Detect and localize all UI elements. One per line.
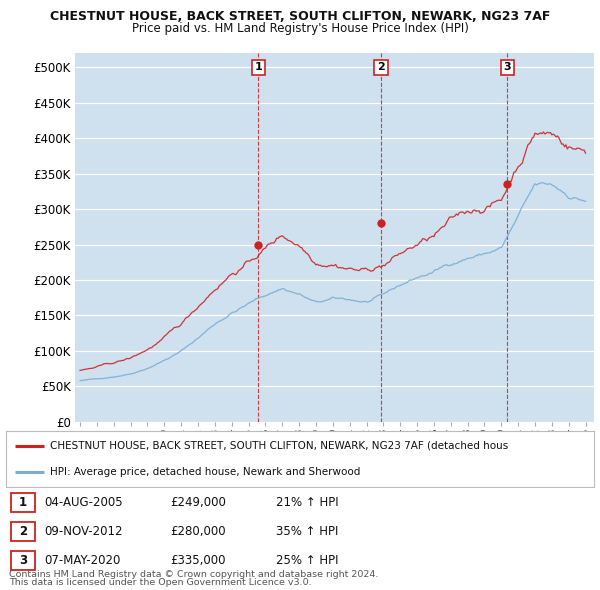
Text: 04-AUG-2005: 04-AUG-2005 [44,496,123,509]
FancyBboxPatch shape [11,522,35,541]
Text: 3: 3 [503,63,511,73]
Text: 25% ↑ HPI: 25% ↑ HPI [277,554,339,567]
Text: 35% ↑ HPI: 35% ↑ HPI [277,525,339,538]
Text: CHESTNUT HOUSE, BACK STREET, SOUTH CLIFTON, NEWARK, NG23 7AF (detached hous: CHESTNUT HOUSE, BACK STREET, SOUTH CLIFT… [50,441,508,451]
Text: Price paid vs. HM Land Registry's House Price Index (HPI): Price paid vs. HM Land Registry's House … [131,22,469,35]
Text: Contains HM Land Registry data © Crown copyright and database right 2024.: Contains HM Land Registry data © Crown c… [9,571,379,579]
Text: HPI: Average price, detached house, Newark and Sherwood: HPI: Average price, detached house, Newa… [50,467,361,477]
Text: This data is licensed under the Open Government Licence v3.0.: This data is licensed under the Open Gov… [9,578,311,587]
Text: £280,000: £280,000 [170,525,226,538]
Text: 3: 3 [19,554,27,567]
Text: 21% ↑ HPI: 21% ↑ HPI [277,496,339,509]
Text: 1: 1 [19,496,27,509]
Text: £249,000: £249,000 [170,496,227,509]
Text: CHESTNUT HOUSE, BACK STREET, SOUTH CLIFTON, NEWARK, NG23 7AF: CHESTNUT HOUSE, BACK STREET, SOUTH CLIFT… [50,10,550,23]
Text: 1: 1 [254,63,262,73]
Text: 09-NOV-2012: 09-NOV-2012 [44,525,123,538]
Text: 2: 2 [19,525,27,538]
Text: £335,000: £335,000 [170,554,226,567]
Text: 07-MAY-2020: 07-MAY-2020 [44,554,121,567]
FancyBboxPatch shape [11,493,35,512]
Text: 2: 2 [377,63,385,73]
FancyBboxPatch shape [11,551,35,570]
